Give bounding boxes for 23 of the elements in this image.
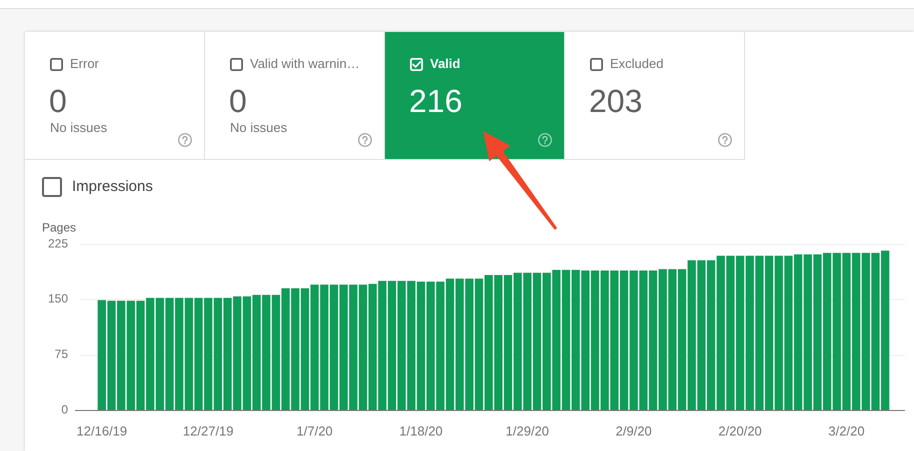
text: Valid with warnin… <box>250 56 360 72</box>
text: 0 <box>229 83 247 119</box>
x-tick-label: 2/9/20 <box>616 423 652 438</box>
text: Valid <box>430 56 460 72</box>
y-tick-label: 0 <box>61 402 68 416</box>
x-tick-label: 1/7/20 <box>296 423 333 438</box>
text: Error <box>70 56 99 72</box>
y-tick-label: 225 <box>48 236 68 250</box>
x-tick-label: 2/20/20 <box>718 423 762 438</box>
y-tick-label: 150 <box>48 292 68 306</box>
text: Impressions <box>72 178 153 196</box>
text: 216 <box>409 83 462 119</box>
x-tick-label: 1/29/20 <box>506 423 550 438</box>
y-tick-label: 75 <box>54 346 68 361</box>
x-tick-label: 1/18/20 <box>399 423 443 438</box>
text: 203 <box>589 83 642 119</box>
x-tick-label: 12/16/19 <box>76 423 128 438</box>
y-axis-title: Pages <box>42 220 76 234</box>
x-tick-label: 3/2/20 <box>828 423 865 438</box>
text: No issues <box>230 120 288 136</box>
text: No issues <box>50 120 108 136</box>
text: Excluded <box>610 56 664 72</box>
x-tick-label: 12/27/19 <box>182 423 234 438</box>
